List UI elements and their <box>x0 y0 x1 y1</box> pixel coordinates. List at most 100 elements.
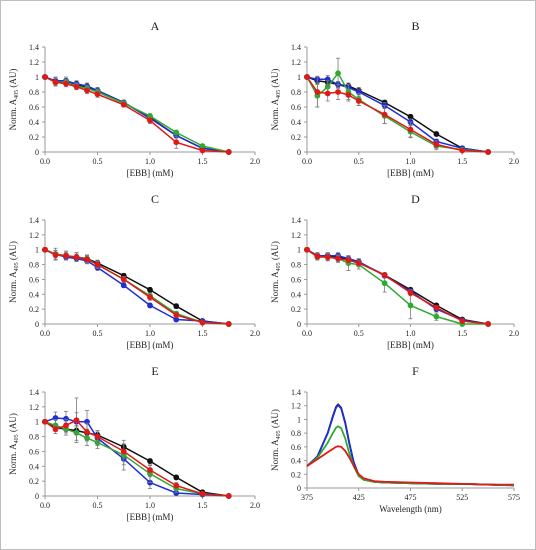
y-axis-label: Norm. A405 (AU) <box>270 409 282 471</box>
y-axis-label-unit: (AU) <box>8 241 18 262</box>
series-green <box>306 425 515 487</box>
data-point <box>433 141 440 148</box>
data-point <box>84 429 90 436</box>
x-tick-label: 2.0 <box>250 329 260 338</box>
y-tick-label: 0 <box>35 320 39 329</box>
series-line <box>306 249 489 325</box>
x-tick-label: 425 <box>353 493 365 502</box>
x-tick-label: 1.5 <box>198 501 208 510</box>
data-point <box>42 418 48 425</box>
y-tick-label: 0.8 <box>291 261 301 270</box>
data-point <box>225 493 232 499</box>
data-point <box>407 113 414 120</box>
y-axis-label-unit: (AU) <box>270 409 280 430</box>
panel-title: C <box>151 192 159 206</box>
data-point <box>120 282 127 289</box>
data-point <box>485 321 492 327</box>
y-tick-label: 0.8 <box>291 429 301 438</box>
x-tick-label: 0.0 <box>40 157 50 166</box>
data-point <box>381 272 388 278</box>
data-point <box>52 79 59 86</box>
series-black <box>304 246 492 327</box>
data-point <box>355 98 362 104</box>
y-tick-label: 1.2 <box>291 231 301 240</box>
data-point <box>304 74 310 80</box>
data-point <box>84 256 90 263</box>
data-point <box>433 313 440 320</box>
data-point <box>73 83 80 90</box>
x-tick-label: 375 <box>301 493 313 502</box>
y-axis-label-unit: (AU) <box>270 69 280 90</box>
x-tick-label: 575 <box>508 493 520 502</box>
y-tick-label: 0 <box>35 148 39 157</box>
data-point <box>225 321 232 327</box>
data-point <box>147 294 153 301</box>
data-point <box>335 255 341 262</box>
x-tick-label: 0.0 <box>40 501 50 510</box>
data-point <box>94 433 101 440</box>
y-axis-label: Norm. A405 (AU) <box>8 69 20 131</box>
y-tick-label: 1 <box>297 415 301 424</box>
series-line <box>306 404 515 487</box>
y-tick-label: 1.4 <box>291 43 301 52</box>
y-axis-label-main: Norm. A <box>270 439 280 471</box>
series-line <box>306 76 489 153</box>
series-black <box>306 403 515 487</box>
x-axis-label: [EBB] (mM) <box>387 168 434 178</box>
panel-title: A <box>151 19 160 33</box>
y-tick-label: 1.2 <box>29 58 39 67</box>
series-green <box>42 418 232 499</box>
series-red <box>42 74 232 155</box>
panel-c: C 0 0.2 0.4 0.6 0.8 1 1.2 1.4 0.0 0.5 1.0 1.5 2.0 [EBB… <box>8 192 260 350</box>
x-tick-label: 1.5 <box>198 329 208 338</box>
y-tick-label: 1.4 <box>291 388 301 397</box>
panel-title: F <box>412 364 419 378</box>
data-point <box>120 276 127 283</box>
data-point <box>147 458 153 464</box>
y-tick-label: 0.4 <box>29 462 39 471</box>
data-point <box>63 80 69 87</box>
data-point <box>199 147 206 154</box>
series-blue <box>42 74 232 155</box>
data-point <box>381 280 388 287</box>
panel-title: B <box>411 19 419 33</box>
y-axis-label: Norm. A405 (AU) <box>270 241 282 303</box>
data-point <box>335 89 341 95</box>
y-tick-label: 1.2 <box>291 402 301 411</box>
series-blue <box>304 246 492 327</box>
y-tick-label: 0.4 <box>291 290 301 299</box>
data-point <box>314 253 321 260</box>
data-point <box>459 147 466 154</box>
y-tick-label: 0.2 <box>29 305 39 314</box>
series-red <box>306 445 514 486</box>
data-point <box>147 302 153 309</box>
series-line <box>44 76 229 153</box>
data-point <box>345 92 352 98</box>
panel-b: B 0 0.2 0.4 0.6 0.8 1 1.2 1.4 0.0 0.5 1.0 1.5 2.0 [EBB… <box>270 19 519 178</box>
x-tick-label: 2.0 <box>250 157 260 166</box>
x-tick-label: 0.5 <box>354 157 364 166</box>
data-point <box>52 426 59 433</box>
y-axis-label: Norm. A405 (AU) <box>270 69 282 131</box>
series-line <box>306 249 489 325</box>
series-green <box>42 74 232 155</box>
data-point <box>173 312 180 318</box>
data-point <box>199 490 206 497</box>
y-tick-label: 0.2 <box>291 133 301 142</box>
y-axis-label-subscript: 405 <box>14 90 20 99</box>
series-red <box>304 74 492 155</box>
x-tick-label: 2.0 <box>250 501 260 510</box>
y-axis-label-main: Norm. A <box>270 271 280 303</box>
x-tick-label: 0.0 <box>40 329 50 338</box>
series-line <box>44 421 229 497</box>
y-tick-label: 1.4 <box>291 216 301 225</box>
y-tick-label: 0.6 <box>29 275 39 284</box>
y-tick-label: 0.6 <box>291 443 301 452</box>
x-tick-label: 1.0 <box>145 329 155 338</box>
y-tick-label: 0.6 <box>29 103 39 112</box>
series-blue <box>306 404 515 487</box>
series-black <box>42 74 232 155</box>
y-axis-label-main: Norm. A <box>8 271 18 303</box>
x-tick-label: 1.5 <box>198 157 208 166</box>
data-point <box>433 131 440 137</box>
